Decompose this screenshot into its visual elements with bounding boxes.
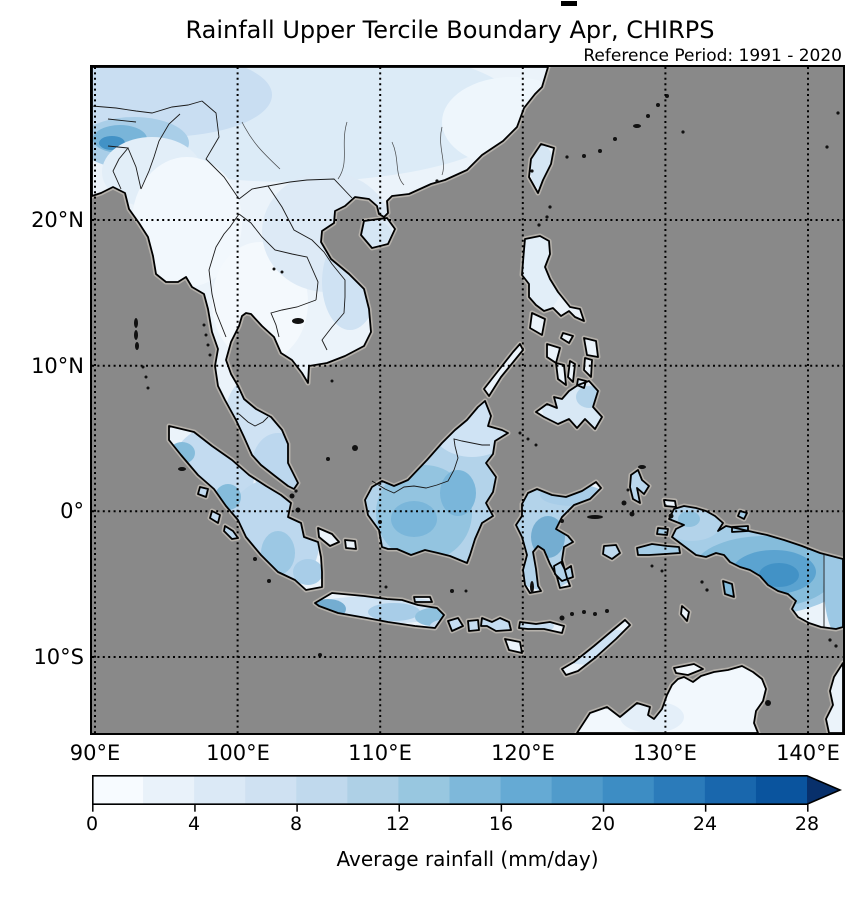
colorbar-tick-label: 16 <box>488 813 514 835</box>
colorbar-segment <box>755 775 808 805</box>
colorbar-segment <box>704 775 757 805</box>
colorbar-segment <box>347 775 400 805</box>
y-axis-tick-label: 10°N <box>31 354 84 378</box>
colorbar-extend-arrow <box>807 775 840 805</box>
y-axis-tick-label: 0° <box>60 499 84 523</box>
x-axis-tick-label: 130°E <box>633 741 697 765</box>
x-axis-tick-label: 110°E <box>348 741 412 765</box>
colorbar-segment <box>551 775 604 805</box>
colorbar-segment <box>143 775 195 805</box>
colorbar-tick-label: 12 <box>385 813 411 835</box>
graticule <box>92 67 843 733</box>
colorbar-tick-label: 4 <box>187 813 201 835</box>
reference-period-subtitle: Reference Period: 1991 - 2020 <box>583 46 842 66</box>
colorbar-segment <box>653 775 706 805</box>
colorbar-tick-label: 24 <box>692 813 718 835</box>
stray-mark <box>561 1 577 6</box>
colorbar-segment <box>602 775 655 805</box>
x-axis-tick-label: 120°E <box>491 741 555 765</box>
x-axis-tick-label: 140°E <box>776 741 840 765</box>
country-borders <box>92 100 825 627</box>
colorbar-label: Average rainfall (mm/day) <box>336 847 599 871</box>
colorbar-tick-label: 20 <box>590 813 616 835</box>
river-lines <box>241 121 444 186</box>
colorbar-segment <box>500 775 553 805</box>
x-axis-tick-label: 100°E <box>206 741 270 765</box>
map-canvas <box>92 67 843 733</box>
colorbar-tick-label: 0 <box>85 813 99 835</box>
map-frame <box>90 65 845 735</box>
colorbar-outline <box>92 775 843 805</box>
colorbar-segment <box>245 775 297 805</box>
colorbar-tick-label: 8 <box>289 813 303 835</box>
figure-title: Rainfall Upper Tercile Boundary Apr, CHI… <box>185 16 715 44</box>
colorbar-tick-label: 28 <box>794 813 820 835</box>
colorbar <box>92 775 843 812</box>
y-axis-tick-label: 10°S <box>33 645 84 669</box>
colorbar-segment <box>296 775 348 805</box>
colorbar-segment <box>194 775 246 805</box>
x-axis-tick-label: 90°E <box>69 741 121 765</box>
small-islands <box>134 94 840 706</box>
colorbar-segment <box>398 775 451 805</box>
colorbar-segment <box>92 775 144 805</box>
y-axis-tick-label: 20°N <box>31 208 84 232</box>
colorbar-segment <box>449 775 502 805</box>
